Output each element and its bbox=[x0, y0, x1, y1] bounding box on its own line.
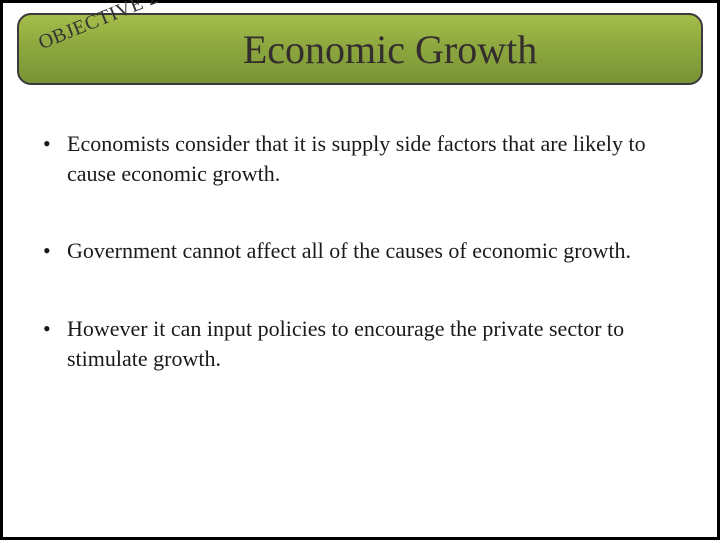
slide-frame: OBJECTIVE 2 Economic Growth Economists c… bbox=[0, 0, 720, 540]
list-item: However it can input policies to encoura… bbox=[39, 314, 681, 373]
list-item: Government cannot affect all of the caus… bbox=[39, 236, 681, 266]
header-area: OBJECTIVE 2 Economic Growth bbox=[17, 13, 703, 89]
bullet-list: Economists consider that it is supply si… bbox=[17, 119, 703, 373]
slide-title: Economic Growth bbox=[243, 26, 537, 73]
list-item: Economists consider that it is supply si… bbox=[39, 129, 681, 188]
